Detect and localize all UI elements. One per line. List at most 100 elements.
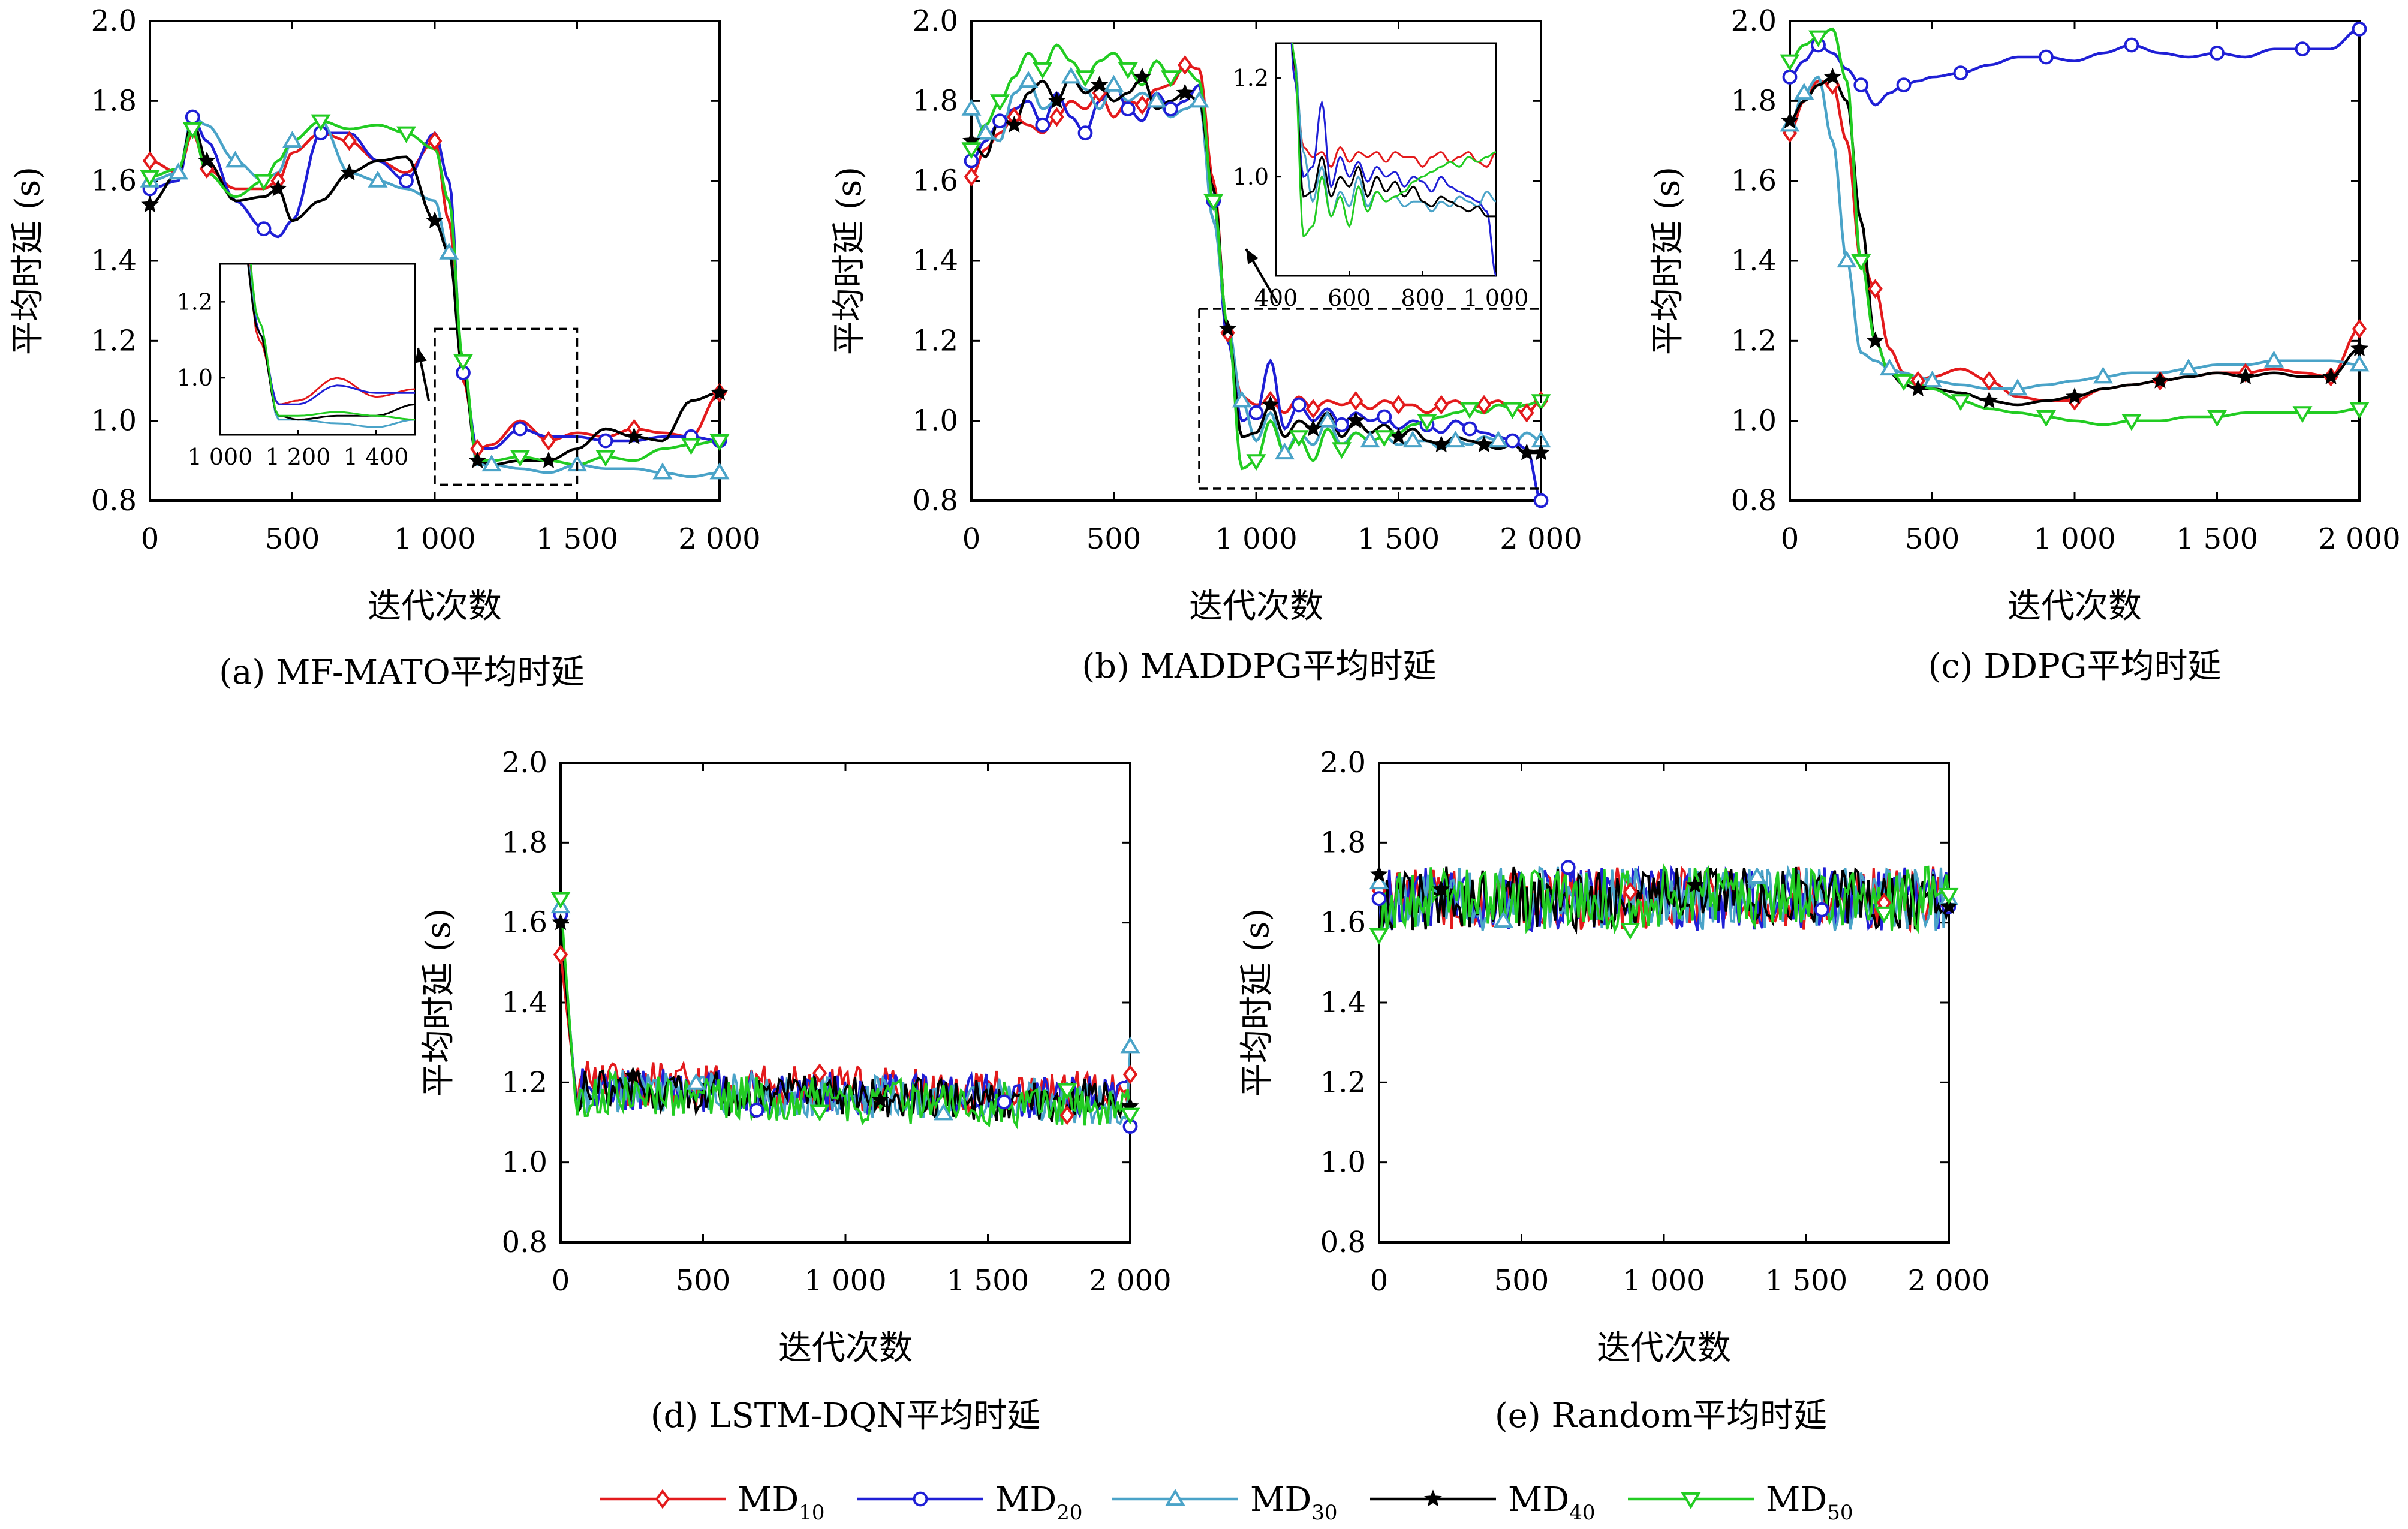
plot-area (1379, 863, 1949, 935)
data-point-MD30 (1061, 67, 1081, 84)
y-tick-label: 1.4 (91, 244, 137, 278)
data-point-MD50 (453, 354, 473, 371)
data-point-MD10 (1059, 1105, 1074, 1125)
y-tick-label: 1.4 (1320, 986, 1366, 1019)
x-tick-label: 500 (1086, 522, 1142, 556)
x-tick-label: 1 000 (1215, 522, 1297, 556)
data-point-MD20 (1120, 101, 1136, 117)
data-point-MD50 (1808, 30, 1828, 47)
data-point-MD50 (595, 450, 616, 467)
inset-plot-area (1290, 43, 1496, 276)
data-point-MD30 (1146, 91, 1167, 108)
data-point-MD40 (1261, 395, 1280, 413)
y-axis-label: 平均时延 (s) (830, 167, 869, 355)
y-tick-label: 0.8 (1320, 1226, 1366, 1259)
legend-label-MD30: MD30 (1250, 1480, 1338, 1525)
data-point-MD30 (1189, 91, 1209, 108)
data-point-MD50 (1033, 62, 1053, 79)
x-tick-label: 2 000 (2318, 522, 2400, 556)
data-point-MD40 (1940, 897, 1958, 914)
x-tick-label: 1 000 (2033, 522, 2115, 556)
x-tick-label: 500 (1905, 522, 1960, 556)
data-point-MD20 (513, 421, 528, 437)
data-point-MD40 (552, 913, 570, 931)
data-point-MD40 (1866, 331, 1885, 349)
data-point-MD10 (1519, 402, 1534, 423)
data-point-MD50 (961, 142, 982, 159)
inset-frame (1275, 42, 1497, 277)
x-tick-label: 2 000 (1089, 1264, 1171, 1298)
y-tick-label: 1.0 (1320, 1146, 1366, 1179)
data-point-MD40 (2151, 371, 2169, 389)
series-line-MD50 (561, 898, 1130, 1130)
data-point-MD30 (652, 462, 673, 480)
data-point-MD20 (749, 1103, 764, 1118)
inset-series-line-MD30 (1291, 43, 1496, 218)
data-point-MD50 (1874, 906, 1894, 923)
plot-frame (1378, 762, 1950, 1244)
data-point-MD20 (1814, 902, 1829, 917)
inset-x-tick-label: 800 (1401, 285, 1444, 311)
data-point-MD50 (1246, 454, 1266, 471)
data-point-MD50 (809, 1104, 830, 1122)
panel-c: 0.8 1.0 1.2 1.4 1.6 1.8 2.0 0 500 1 000 1 500 2 000… (1648, 4, 2401, 626)
data-point-MD30 (1402, 431, 1423, 448)
inset-y-tick-label: 1.0 (1233, 164, 1269, 190)
y-tick-label: 1.4 (913, 244, 958, 278)
data-point-MD20 (1077, 125, 1093, 141)
x-tick-label: 2 000 (1907, 1264, 1989, 1298)
data-point-MD40 (1176, 83, 1194, 101)
x-tick-label: 2 000 (1500, 522, 1582, 556)
legend-sub: 50 (1827, 1501, 1853, 1525)
data-point-MD50 (990, 94, 1010, 112)
legend-sub: 30 (1311, 1501, 1337, 1525)
inset-x-tick-label: 400 (1254, 285, 1298, 311)
data-point-MD50 (2207, 410, 2227, 427)
data-point-MD30 (1018, 71, 1039, 88)
plot-frame (559, 762, 1131, 1244)
data-point-MD20 (1248, 405, 1264, 420)
y-tick-label: 1.0 (913, 404, 958, 438)
data-point-MD30 (2178, 359, 2199, 376)
legend-marker-MD50 (1681, 1492, 1701, 1509)
data-point-MD50 (681, 438, 701, 455)
data-point-MD50 (550, 892, 571, 909)
data-point-MD30 (1493, 911, 1513, 928)
data-point-MD30 (1104, 74, 1124, 92)
legend-label-MD10: MD10 (738, 1480, 825, 1525)
y-tick-label: 0.8 (91, 484, 137, 517)
data-point-MD40 (1133, 67, 1151, 85)
data-point-MD50 (1780, 54, 1800, 71)
panel-b: 0.8 1.0 1.2 1.4 1.6 1.8 2.0 0 500 1 000 1 500 2 000… (830, 4, 1582, 626)
data-point-MD40 (1475, 435, 1493, 453)
data-point-MD40 (1909, 379, 1927, 397)
data-point-MD40 (2066, 387, 2084, 405)
y-tick-label: 2.0 (913, 4, 958, 38)
legend-label-MD20: MD20 (995, 1480, 1083, 1525)
legend-marker-MD40 (1424, 1489, 1442, 1507)
legend-marker-MD20 (913, 1491, 928, 1507)
y-axis-label: 平均时延 (s) (419, 908, 458, 1097)
data-point-MD30 (1794, 83, 1814, 100)
zoom-arrow-head (414, 348, 427, 363)
data-point-MD40 (540, 451, 558, 469)
data-point-MD50 (396, 126, 416, 143)
data-point-MD20 (2295, 41, 2310, 57)
y-tick-label: 1.8 (502, 826, 547, 859)
data-point-MD50 (1939, 887, 1959, 905)
data-point-MD20 (1782, 69, 1798, 85)
data-point-MD50 (1369, 928, 1389, 945)
x-tick-label: 500 (676, 1264, 731, 1298)
data-point-MD30 (1446, 431, 1465, 448)
data-point-MD40 (1218, 319, 1237, 337)
data-point-MD20 (1035, 117, 1051, 133)
data-point-MD30 (225, 151, 245, 168)
y-tick-label: 1.4 (1731, 244, 1777, 278)
data-point-MD50 (1332, 442, 1352, 459)
data-point-MD40 (624, 1066, 642, 1083)
x-axis-label: 迭代次数 (1189, 587, 1323, 626)
data-point-MD40 (1518, 443, 1536, 460)
data-point-MD10 (1049, 107, 1064, 127)
caption-a: (a) MF-MATO平均时延 (219, 653, 584, 692)
y-tick-label: 1.2 (91, 324, 137, 357)
